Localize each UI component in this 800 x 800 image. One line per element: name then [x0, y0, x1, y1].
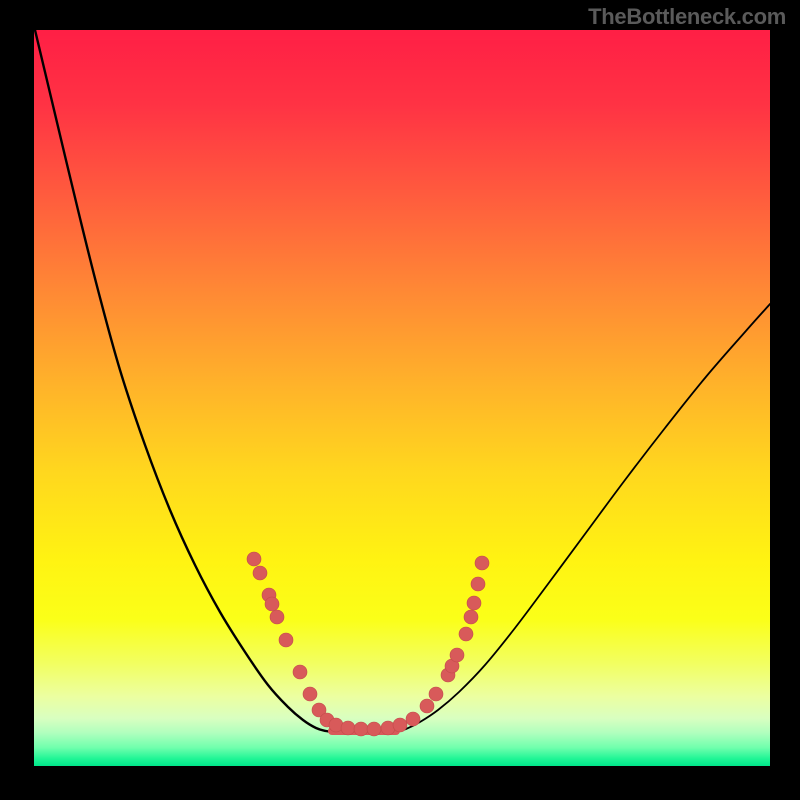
marker-dot — [475, 556, 489, 570]
marker-dot — [354, 722, 368, 736]
watermark-text: TheBottleneck.com — [588, 4, 786, 30]
marker-dot — [253, 566, 267, 580]
marker-dot — [279, 633, 293, 647]
marker-dot — [429, 687, 443, 701]
marker-dot — [450, 648, 464, 662]
marker-dot — [303, 687, 317, 701]
marker-dot — [270, 610, 284, 624]
plot-outer-frame — [0, 0, 800, 800]
marker-dot — [459, 627, 473, 641]
markers-group — [247, 552, 489, 736]
marker-dot — [406, 712, 420, 726]
marker-dot — [471, 577, 485, 591]
marker-dot — [329, 718, 343, 732]
marker-dot — [341, 721, 355, 735]
marker-dot — [265, 597, 279, 611]
marker-dot — [420, 699, 434, 713]
marker-dot — [247, 552, 261, 566]
marker-dot — [381, 721, 395, 735]
marker-dot — [393, 718, 407, 732]
plot-area — [34, 30, 770, 766]
marker-dot — [293, 665, 307, 679]
marker-dot — [367, 722, 381, 736]
marker-dot — [464, 610, 478, 624]
marker-dot — [467, 596, 481, 610]
curve-left — [35, 30, 334, 732]
chart-overlay-svg — [34, 30, 770, 766]
